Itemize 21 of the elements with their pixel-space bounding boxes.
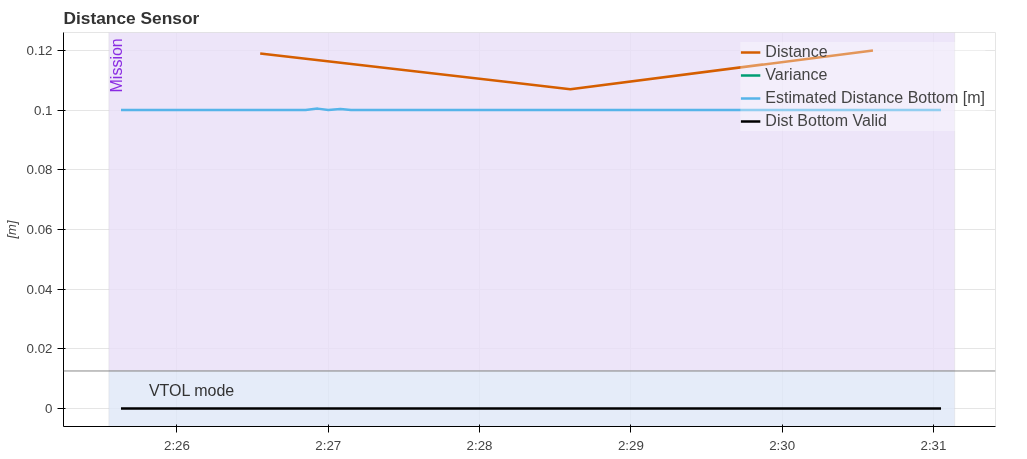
x-tick-label: 2:31	[920, 437, 947, 453]
x-tick-label: 2:29	[617, 437, 644, 453]
y-axis-title: [m]	[3, 220, 19, 240]
x-tick-label: 2:27	[315, 437, 342, 453]
y-tick-label: 0	[45, 401, 53, 417]
legend-label: Variance	[765, 66, 828, 84]
y-tick-label: 0.1	[33, 102, 53, 118]
band-label: Mission	[107, 38, 125, 93]
legend-label: Dist Bottom Valid	[765, 112, 887, 130]
y-tick-label: 0.02	[26, 341, 53, 357]
x-tick-label: 2:28	[466, 437, 493, 453]
y-tick-label: 0.08	[26, 162, 53, 178]
y-tick-label: 0.04	[26, 281, 54, 297]
legend-label: Estimated Distance Bottom [m]	[765, 89, 985, 107]
legend-label: Distance	[765, 43, 828, 61]
band-label: VTOL mode	[148, 381, 235, 399]
chart-title: Distance Sensor	[63, 7, 200, 28]
x-tick-label: 2:30	[769, 437, 796, 453]
x-tick-label: 2:26	[164, 437, 190, 453]
y-tick-label: 0.06	[26, 222, 53, 237]
y-tick-label: 0.12	[26, 42, 53, 58]
